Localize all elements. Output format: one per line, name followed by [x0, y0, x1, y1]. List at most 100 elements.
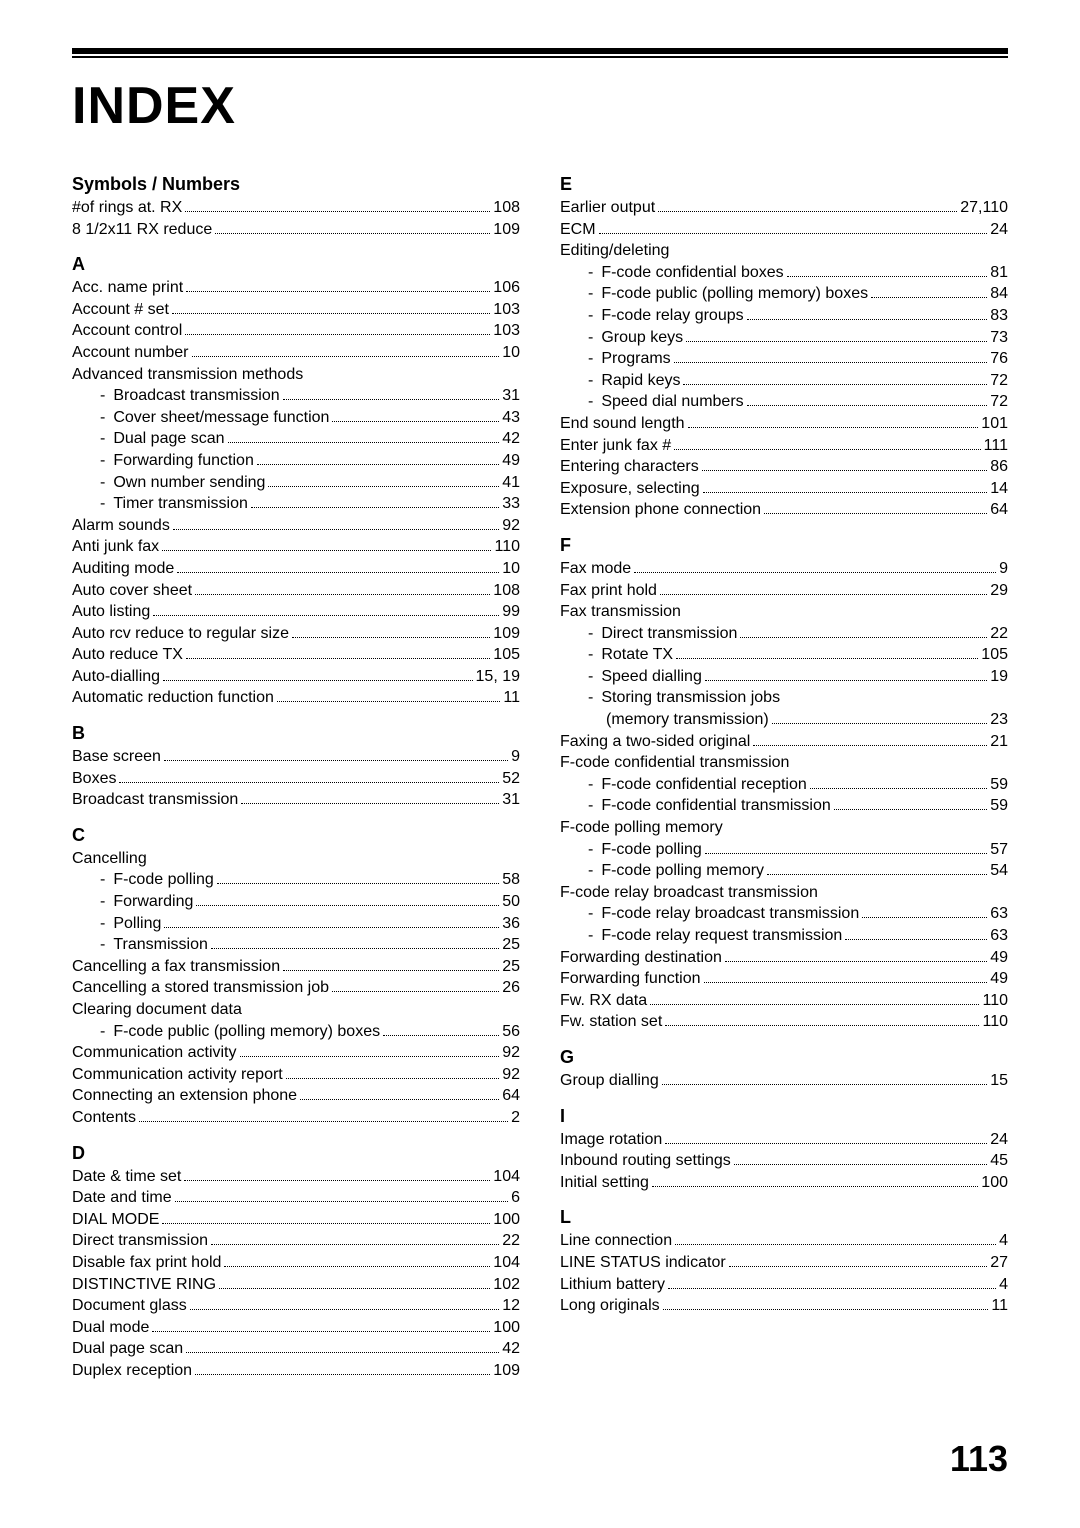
- entry-page: 43: [502, 407, 520, 429]
- entry-page: 31: [502, 789, 520, 811]
- entry-page: 101: [981, 413, 1008, 435]
- index-entry: F-code relay broadcast transmission: [560, 882, 1008, 904]
- entry-page: 92: [502, 1042, 520, 1064]
- section-letter: E: [560, 174, 1008, 195]
- entry-page: 24: [990, 1129, 1008, 1151]
- index-entry: Dual mode100: [72, 1317, 520, 1339]
- index-entry: Fax mode9: [560, 558, 1008, 580]
- entry-page: 81: [990, 262, 1008, 284]
- entry-label: Advanced transmission methods: [72, 364, 303, 386]
- leader: [676, 658, 978, 659]
- entry-label: Fw. RX data: [560, 990, 647, 1012]
- leader: [139, 1121, 508, 1122]
- leader: [675, 1244, 996, 1245]
- leader: [228, 442, 500, 443]
- entry-page: 45: [990, 1150, 1008, 1172]
- index-subentry: Polling36: [72, 913, 520, 935]
- index-entry: Initial setting100: [560, 1172, 1008, 1194]
- leader: [215, 233, 490, 234]
- entry-label: DIAL MODE: [72, 1209, 159, 1231]
- entry-page: 6: [511, 1187, 520, 1209]
- entry-page: 106: [493, 277, 520, 299]
- index-subentry: Dual page scan42: [72, 428, 520, 450]
- leader: [195, 1374, 490, 1375]
- entry-label: Forwarding: [113, 891, 193, 913]
- index-entry: LINE STATUS indicator27: [560, 1252, 1008, 1274]
- index-entry: ECM24: [560, 219, 1008, 241]
- index-entry: DIAL MODE100: [72, 1209, 520, 1231]
- entry-page: 9: [999, 558, 1008, 580]
- entry-label: Rapid keys: [601, 370, 680, 392]
- entry-page: 104: [493, 1166, 520, 1188]
- leader: [703, 492, 988, 493]
- entry-label: Polling: [113, 913, 161, 935]
- index-entry: Account control103: [72, 320, 520, 342]
- leader: [300, 1099, 499, 1100]
- entry-page: 111: [984, 435, 1008, 457]
- leader: [186, 291, 490, 292]
- leader: [674, 362, 988, 363]
- index-entry: Account # set103: [72, 299, 520, 321]
- entry-label: Direct transmission: [72, 1230, 208, 1252]
- leader: [211, 1244, 499, 1245]
- index-entry: Acc. name print106: [72, 277, 520, 299]
- entry-label: Group dialling: [560, 1070, 659, 1092]
- entry-page: 109: [493, 623, 520, 645]
- section-letter: C: [72, 825, 520, 846]
- entry-page: 108: [493, 197, 520, 219]
- index-entry: Clearing document data: [72, 999, 520, 1021]
- index-entry: Dual page scan42: [72, 1338, 520, 1360]
- entry-label: Connecting an extension phone: [72, 1085, 297, 1107]
- index-entry: Forwarding destination49: [560, 947, 1008, 969]
- entry-page: 23: [990, 709, 1008, 731]
- entry-page: 110: [982, 1011, 1008, 1033]
- index-entry: Boxes52: [72, 768, 520, 790]
- entry-label: Line connection: [560, 1230, 672, 1252]
- entry-label: Speed dialling: [601, 666, 702, 688]
- index-subentry: F-code public (polling memory) boxes84: [560, 283, 1008, 305]
- entry-page: 49: [990, 968, 1008, 990]
- index-subentry: Timer transmission33: [72, 493, 520, 515]
- entry-page: 109: [493, 1360, 520, 1382]
- entry-label: Auto reduce TX: [72, 644, 183, 666]
- entry-label: Group keys: [601, 327, 683, 349]
- entry-label: Automatic reduction function: [72, 687, 274, 709]
- entry-page: 56: [502, 1021, 520, 1043]
- section-letter: B: [72, 723, 520, 744]
- entry-page: 25: [502, 956, 520, 978]
- index-entry: Lithium battery4: [560, 1274, 1008, 1296]
- index-subentry: F-code polling memory54: [560, 860, 1008, 882]
- index-entry: (memory transmission)23: [560, 709, 1008, 731]
- entry-page: 103: [493, 320, 520, 342]
- entry-label: Own number sending: [113, 472, 265, 494]
- index-entry: Auto rcv reduce to regular size109: [72, 623, 520, 645]
- leader: [185, 211, 490, 212]
- entry-label: Alarm sounds: [72, 515, 170, 537]
- index-entry: Date & time set104: [72, 1166, 520, 1188]
- entry-page: 42: [502, 428, 520, 450]
- section-letter: Symbols / Numbers: [72, 174, 520, 195]
- entry-label: F-code public (polling memory) boxes: [601, 283, 868, 305]
- leader: [177, 572, 499, 573]
- entry-label: Programs: [601, 348, 670, 370]
- entry-label: Extension phone connection: [560, 499, 761, 521]
- leader: [217, 883, 499, 884]
- index-entry: Disable fax print hold104: [72, 1252, 520, 1274]
- entry-label: Date and time: [72, 1187, 172, 1209]
- leader: [163, 680, 472, 681]
- entry-label: Timer transmission: [113, 493, 248, 515]
- section-letter: L: [560, 1207, 1008, 1228]
- index-subentry: F-code confidential transmission59: [560, 795, 1008, 817]
- entry-label: Auto cover sheet: [72, 580, 192, 602]
- entry-page: 72: [990, 370, 1008, 392]
- entry-label: Cancelling: [72, 848, 147, 870]
- leader: [705, 680, 987, 681]
- index-entry: F-code confidential transmission: [560, 752, 1008, 774]
- entry-page: 83: [990, 305, 1008, 327]
- leader: [810, 788, 987, 789]
- index-entry: Fw. station set110: [560, 1011, 1008, 1033]
- entry-page: 4: [999, 1230, 1008, 1252]
- leader: [740, 637, 987, 638]
- entry-page: 50: [502, 891, 520, 913]
- leader: [599, 233, 988, 234]
